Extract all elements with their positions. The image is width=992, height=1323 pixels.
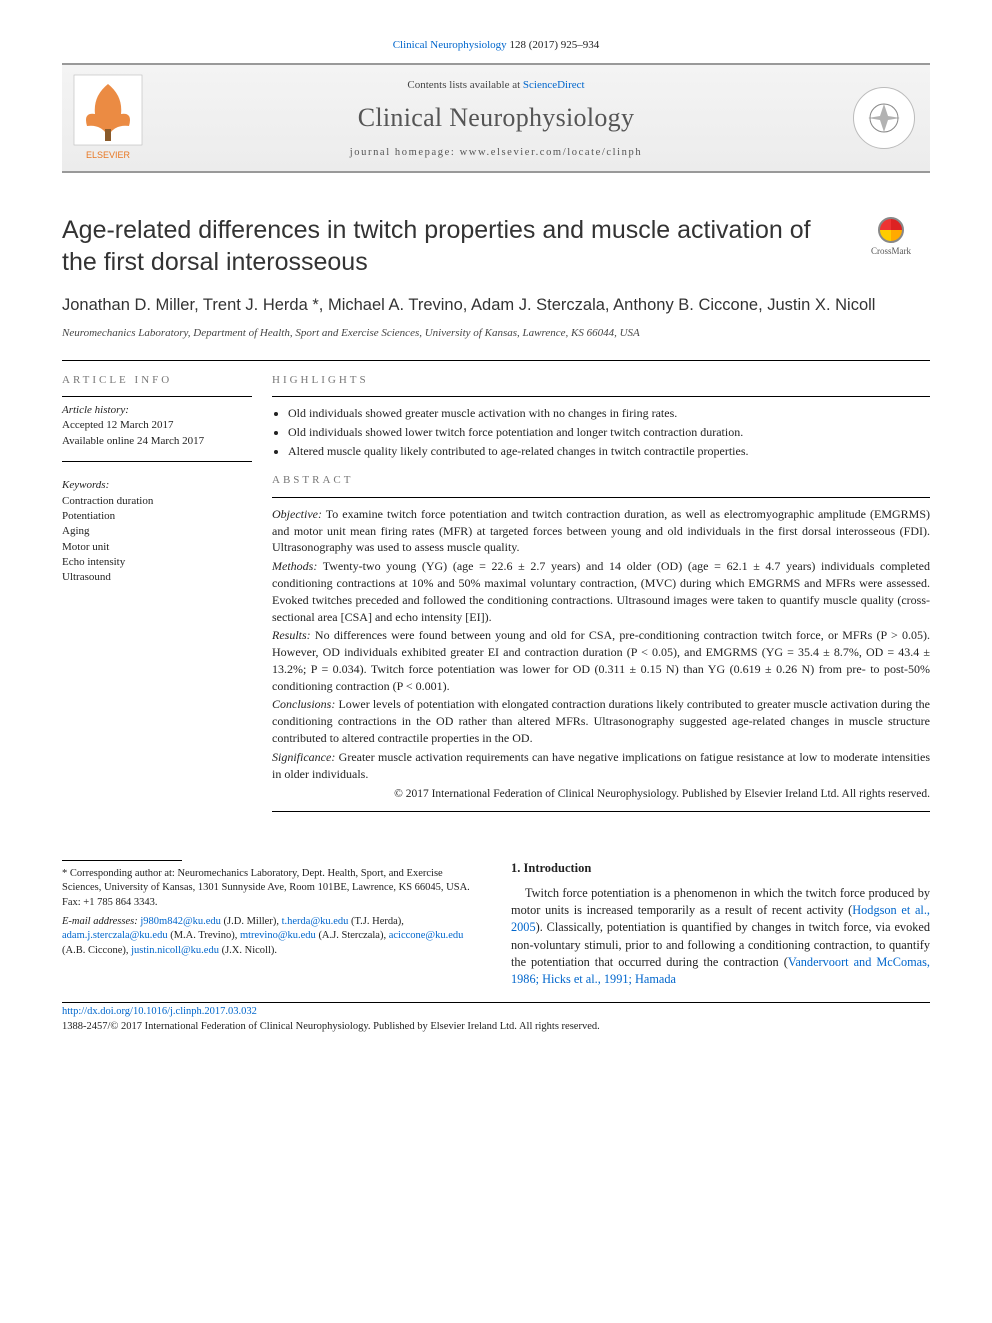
abstract-label: ABSTRACT: [272, 473, 930, 488]
abs-results: No differences were found between young …: [272, 628, 930, 692]
intro-column: 1. Introduction Twitch force potentiatio…: [511, 860, 930, 989]
rule-keywords: [62, 461, 252, 462]
citation-journal-link[interactable]: Clinical Neurophysiology: [393, 39, 507, 51]
keyword: Contraction duration: [62, 494, 252, 509]
abs-significance-label: Significance:: [272, 750, 335, 764]
author-list: Jonathan D. Miller, Trent J. Herda *, Mi…: [62, 294, 930, 316]
highlight-item: Old individuals showed lower twitch forc…: [288, 424, 930, 441]
publisher-logo-cell: ELSEVIER: [62, 65, 154, 171]
highlights-label: HIGHLIGHTS: [272, 373, 930, 388]
affiliation: Neuromechanics Laboratory, Department of…: [62, 326, 930, 341]
rule-abstract: [272, 497, 930, 498]
journal-homepage-line: journal homepage: www.elsevier.com/locat…: [154, 146, 838, 161]
page-footer: http://dx.doi.org/10.1016/j.clinph.2017.…: [62, 1002, 930, 1034]
email-label: E-mail addresses:: [62, 916, 138, 927]
rule-highlights: [272, 396, 930, 397]
journal-header-band: ELSEVIER Contents lists available at Sci…: [62, 63, 930, 173]
abs-significance: Greater muscle activation requirements c…: [272, 750, 930, 781]
keyword: Potentiation: [62, 509, 252, 524]
history-accepted: Accepted 12 March 2017: [62, 418, 252, 433]
sciencedirect-link[interactable]: ScienceDirect: [523, 79, 585, 91]
abs-methods: Twenty-two young (YG) (age = 22.6 ± 2.7 …: [272, 559, 930, 623]
rule-info: [62, 396, 252, 397]
email-who: (A.B. Ciccone): [62, 945, 126, 956]
rule-top: [62, 360, 930, 361]
contents-available-line: Contents lists available at ScienceDirec…: [154, 78, 838, 93]
article-info-label: ARTICLE INFO: [62, 373, 252, 388]
article-title: Age-related differences in twitch proper…: [62, 215, 842, 278]
top-citation: Clinical Neurophysiology 128 (2017) 925–…: [62, 38, 930, 53]
citation-volpages: 128 (2017) 925–934: [509, 39, 599, 51]
abs-conclusions-label: Conclusions:: [272, 697, 335, 711]
history-online: Available online 24 March 2017: [62, 434, 252, 449]
highlights-list: Old individuals showed greater muscle ac…: [272, 405, 930, 459]
keyword: Echo intensity: [62, 555, 252, 570]
abs-results-label: Results:: [272, 628, 311, 642]
elsevier-tree-logo-icon: ELSEVIER: [73, 74, 143, 162]
abstract-copyright: © 2017 International Federation of Clini…: [272, 786, 930, 802]
email-who: (T.J. Herda): [351, 916, 401, 927]
history-label: Article history:: [62, 403, 252, 418]
email-who: (J.X. Nicoll): [222, 945, 275, 956]
author-email-link[interactable]: t.herda@ku.edu: [282, 916, 349, 927]
email-who: (J.D. Miller): [224, 916, 277, 927]
journal-cover-icon: [853, 87, 915, 149]
abs-conclusions: Lower levels of potentiation with elonga…: [272, 697, 930, 745]
keywords-list: Contraction duration Potentiation Aging …: [62, 494, 252, 586]
footnote-divider: [62, 860, 182, 861]
author-email-link[interactable]: aciccone@ku.edu: [389, 930, 464, 941]
journal-homepage-url: www.elsevier.com/locate/clinph: [460, 147, 643, 158]
journal-name: Clinical Neurophysiology: [154, 100, 838, 136]
abs-objective: To examine twitch force potentiation and…: [272, 507, 930, 555]
crossmark-badge[interactable]: CrossMark: [852, 217, 930, 258]
keywords-label: Keywords:: [62, 478, 252, 493]
email-who: (M.A. Trevino): [170, 930, 234, 941]
keyword: Aging: [62, 524, 252, 539]
abs-objective-label: Objective:: [272, 507, 322, 521]
doi-link[interactable]: http://dx.doi.org/10.1016/j.clinph.2017.…: [62, 1006, 257, 1017]
intro-heading: 1. Introduction: [511, 860, 930, 878]
author-email-link[interactable]: justin.nicoll@ku.edu: [131, 945, 219, 956]
highlight-item: Old individuals showed greater muscle ac…: [288, 405, 930, 422]
keyword: Ultrasound: [62, 570, 252, 585]
keyword: Motor unit: [62, 540, 252, 555]
corresponding-author-note: * Corresponding author at: Neuromechanic…: [62, 867, 481, 911]
crossmark-label: CrossMark: [871, 246, 911, 256]
crossmark-icon: [878, 217, 904, 243]
elsevier-label: ELSEVIER: [86, 150, 131, 160]
abstract-body: Objective: To examine twitch force poten…: [272, 506, 930, 803]
rule-abstract-bottom: [272, 811, 930, 812]
email-who: (A.J. Sterczala): [318, 930, 383, 941]
highlight-item: Altered muscle quality likely contribute…: [288, 443, 930, 460]
author-email-link[interactable]: mtrevino@ku.edu: [240, 930, 316, 941]
abs-methods-label: Methods:: [272, 559, 317, 573]
issn-copyright-line: 1388-2457/© 2017 International Federatio…: [62, 1021, 600, 1032]
author-email-link[interactable]: adam.j.sterczala@ku.edu: [62, 930, 168, 941]
author-email-link[interactable]: j980m842@ku.edu: [140, 916, 221, 927]
journal-cover-cell: [838, 65, 930, 171]
footnote-column: * Corresponding author at: Neuromechanic…: [62, 860, 481, 989]
